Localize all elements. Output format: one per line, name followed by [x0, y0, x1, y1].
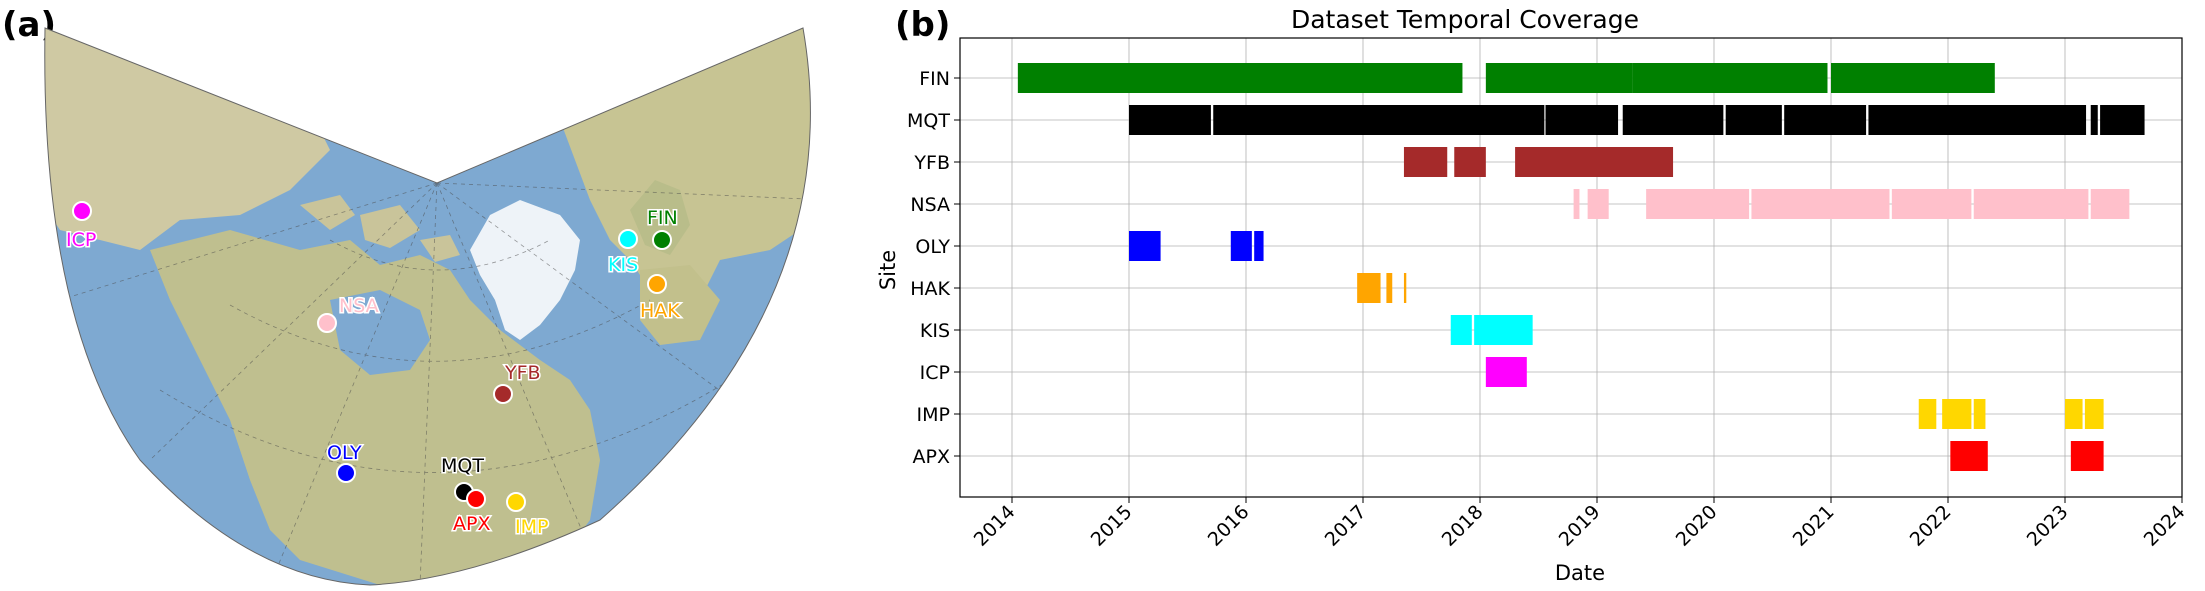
- polar-map: [44, 27, 811, 586]
- north-america-landmass: [150, 230, 600, 585]
- site-marker-icp: [72, 201, 92, 221]
- scandinavia: [630, 180, 690, 255]
- coverage-bar-fin: [1632, 63, 1828, 93]
- x-axis-label: Date: [1555, 561, 1605, 585]
- site-label-apx: APX: [453, 513, 490, 535]
- coverage-bar-hak: [1403, 273, 1407, 303]
- coverage-bar-mqt: [2090, 105, 2098, 135]
- y-tick-label-icp: ICP: [920, 362, 950, 384]
- site-marker-apx: [466, 489, 486, 509]
- site-marker-oly: [336, 463, 356, 483]
- coverage-bar-imp: [1918, 399, 1937, 429]
- panel-b-label: (b): [895, 5, 950, 45]
- plot-frame: [959, 37, 2183, 498]
- y-tick-label-nsa: NSA: [910, 194, 950, 216]
- coverage-bar-nsa: [1891, 189, 1972, 219]
- hudson-bay: [330, 290, 430, 375]
- map-border: [44, 27, 811, 586]
- y-tick-label-hak: HAK: [910, 278, 950, 300]
- y-tick-label-imp: IMP: [917, 404, 950, 426]
- coverage-bar-yfb: [1403, 147, 1448, 177]
- site-label-fin: FIN: [647, 207, 678, 229]
- site-marker-nsa: [317, 313, 337, 333]
- coverage-bar-nsa: [1573, 189, 1580, 219]
- site-label-oly: OLY: [327, 442, 362, 464]
- x-tick-label: 2016: [1204, 501, 1254, 551]
- site-markers: ICP NSA YFB FIN KIS HAK OLY MQT APX IMP: [65, 201, 682, 540]
- x-tick-label: 2014: [970, 501, 1020, 551]
- coverage-bar-hak: [1386, 273, 1393, 303]
- coverage-bar-mqt: [1545, 105, 1619, 135]
- coverage-bar-hak: [1357, 273, 1381, 303]
- x-tick-label: 2020: [1672, 501, 1722, 551]
- x-tick-label: 2015: [1087, 501, 1137, 551]
- coverage-bar-kis: [1450, 315, 1472, 345]
- coverage-bar-nsa: [1751, 189, 1890, 219]
- site-label-mqt: MQT: [441, 455, 484, 477]
- coverage-bar-mqt: [1784, 105, 1867, 135]
- coverage-bar-fin: [1485, 63, 1633, 93]
- y-tick-label-mqt: MQT: [907, 110, 950, 132]
- site-marker-fin: [652, 230, 672, 250]
- coverage-bar-oly: [1254, 231, 1264, 261]
- x-tick-label: 2024: [2140, 501, 2190, 551]
- y-tick-label-fin: FIN: [919, 68, 950, 90]
- coverage-bar-fin: [1831, 63, 1995, 93]
- coverage-bar-fin: [1421, 63, 1463, 93]
- y-tick-label-yfb: YFB: [913, 152, 950, 174]
- coverage-bar-imp: [1973, 399, 1986, 429]
- x-tick-label: 2022: [1906, 501, 1956, 551]
- coverage-bar-fin: [1017, 63, 1422, 93]
- x-tick-label: 2017: [1321, 501, 1371, 551]
- site-label-icp: ICP: [66, 229, 96, 251]
- coverage-bar-nsa: [1973, 189, 2089, 219]
- coverage-bar-mqt: [1622, 105, 1724, 135]
- coverage-bar-mqt: [1213, 105, 1545, 135]
- site-label-hak: HAK: [640, 300, 680, 322]
- site-marker-hak: [647, 274, 667, 294]
- coverage-bar-oly: [1129, 231, 1161, 261]
- coverage-bar-imp: [2084, 399, 2104, 429]
- site-marker-yfb: [493, 384, 513, 404]
- coverage-bar-icp: [1485, 357, 1527, 387]
- x-tick-label: 2021: [1789, 501, 1839, 551]
- coverage-bar-apx: [2070, 441, 2104, 471]
- coverage-bar-nsa: [1646, 189, 1750, 219]
- arctic-island: [360, 205, 420, 248]
- site-label-kis: KIS: [608, 254, 638, 276]
- coverage-bar-imp: [1942, 399, 1972, 429]
- x-tick-label: 2018: [1438, 501, 1488, 551]
- y-tick-label-oly: OLY: [915, 236, 950, 258]
- coverage-bars: [1017, 63, 2145, 471]
- site-marker-kis: [618, 229, 638, 249]
- site-label-imp: IMP: [515, 516, 548, 538]
- site-marker-imp: [506, 492, 526, 512]
- coverage-bar-mqt: [1868, 105, 2087, 135]
- coverage-bar-yfb: [1454, 147, 1486, 177]
- x-tick-label: 2023: [2023, 501, 2073, 551]
- coverage-bar-mqt: [1725, 105, 1782, 135]
- coverage-bar-nsa: [1587, 189, 1609, 219]
- site-label-yfb: YFB: [504, 362, 541, 384]
- coverage-bar-mqt: [2100, 105, 2145, 135]
- x-axis-ticks: 2014 2015 2016 2017 2018 2019 2020 2021 2022 2023…: [970, 497, 2190, 551]
- arctic-island: [420, 235, 460, 262]
- greenland-ice: [470, 200, 580, 340]
- y-tick-label-apx: APX: [913, 446, 950, 468]
- y-axis-ticks: FIN MQT YFB NSA OLY HAK KIS ICP IMP APX: [907, 68, 960, 468]
- site-label-nsa: NSA: [339, 295, 379, 317]
- coverage-bar-yfb: [1515, 147, 1674, 177]
- y-axis-label: Site: [876, 250, 900, 290]
- coverage-bar-mqt: [1129, 105, 1211, 135]
- coverage-bar-apx: [1950, 441, 1988, 471]
- arctic-island: [300, 195, 355, 230]
- x-tick-label: 2019: [1555, 501, 1605, 551]
- coverage-bar-imp: [2065, 399, 2083, 429]
- coverage-bar-kis: [1474, 315, 1533, 345]
- coverage-bar-oly: [1230, 231, 1252, 261]
- coverage-bar-nsa: [2090, 189, 2130, 219]
- y-tick-label-kis: KIS: [920, 320, 950, 342]
- chart-title: Dataset Temporal Coverage: [1291, 5, 1639, 34]
